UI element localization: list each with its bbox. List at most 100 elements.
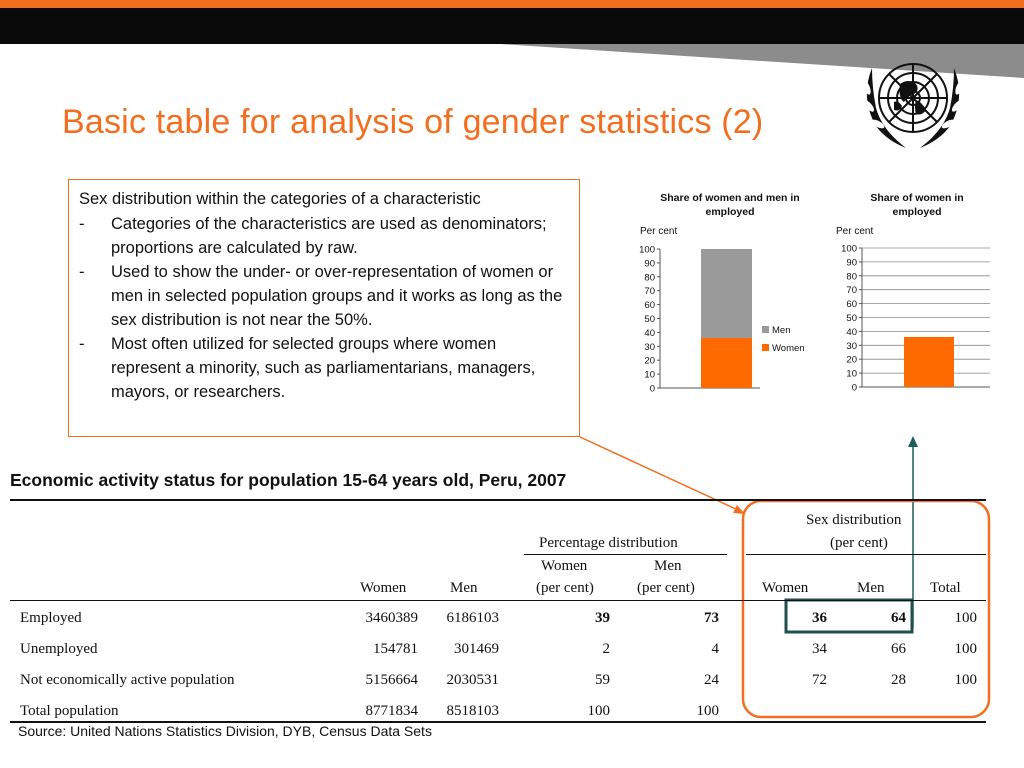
cell-pct-women: 39 xyxy=(595,610,610,626)
y-tick-label: 10 xyxy=(644,370,655,381)
chart2-plot: 0 10 20 30 40 50 60 70 80 90 100 xyxy=(841,244,990,394)
cell-sex-total: 100 xyxy=(954,610,978,626)
top-accent-band xyxy=(0,0,1024,8)
y-tick-label: 100 xyxy=(841,244,857,255)
cell-women: 8771834 xyxy=(365,703,419,719)
explanation-textbox: Sex distribution within the categories o… xyxy=(68,179,580,437)
chart1-title: Share of women and men in employed xyxy=(660,192,800,218)
row-label: Total population xyxy=(20,703,119,719)
col-sex-total: Total xyxy=(930,580,961,596)
cell-pct-women: 100 xyxy=(587,703,611,719)
sex-distribution-highlight xyxy=(741,499,991,719)
cell-sex-total: 100 xyxy=(954,672,978,688)
cell-men: 6186103 xyxy=(446,610,500,626)
legend-label-men: Men xyxy=(772,325,790,336)
bullet-item: - Most often utilized for selected groups… xyxy=(79,332,569,404)
y-tick-label: 80 xyxy=(846,271,857,282)
y-tick-label: 80 xyxy=(644,272,655,283)
header-sex-distribution-unit: (per cent) xyxy=(830,535,888,551)
cell-sex-men: 66 xyxy=(891,641,906,657)
sex-group-rule xyxy=(746,554,986,555)
bullet-marker: - xyxy=(79,335,85,353)
col-pct-women-line1: Women xyxy=(541,558,588,574)
cell-pct-men: 4 xyxy=(711,641,720,657)
chart1-ylabel: Per cent xyxy=(640,226,678,237)
slide-title: Basic table for analysis of gender stati… xyxy=(62,103,764,141)
cell-pct-women: 59 xyxy=(595,672,610,688)
legend-swatch-men xyxy=(762,326,769,333)
connector-line xyxy=(579,436,739,511)
col-sex-women: Women xyxy=(762,580,809,596)
chart2-title: Share of women in employed xyxy=(870,192,964,218)
percentage-group-rule xyxy=(524,554,727,555)
y-tick-label: 0 xyxy=(852,383,857,394)
cell-pct-men: 24 xyxy=(704,672,719,688)
source-note: Source: United Nations Statistics Divisi… xyxy=(18,723,432,739)
table-top-rule xyxy=(10,499,986,501)
bullet-text: Categories of the characteristics are us… xyxy=(111,215,547,257)
bullet-text: Most often utilized for selected groups … xyxy=(111,335,536,401)
connector-arrowhead xyxy=(733,505,745,514)
y-tick-label: 30 xyxy=(644,342,655,353)
y-tick-label: 30 xyxy=(846,341,857,352)
chart1-plot: 0 10 20 30 40 50 60 70 80 90 100 Men Women xyxy=(639,245,805,395)
y-tick-label: 20 xyxy=(846,355,857,366)
up-arrow-head xyxy=(908,436,918,447)
legend-swatch-women xyxy=(762,344,769,351)
bullet-list: - Categories of the characteristics are u… xyxy=(79,212,569,404)
y-tick-label: 60 xyxy=(644,300,655,311)
cell-pct-women: 2 xyxy=(602,641,611,657)
cell-women: 154781 xyxy=(373,641,418,657)
y-tick-label: 50 xyxy=(644,314,655,325)
y-tick-label: 70 xyxy=(644,286,655,297)
cell-men: 301469 xyxy=(454,641,499,657)
y-tick-label: 90 xyxy=(644,258,655,269)
y-tick-label: 90 xyxy=(846,257,857,268)
bullet-marker: - xyxy=(79,263,85,281)
row-label: Not economically active population xyxy=(20,672,235,688)
top-black-band xyxy=(0,8,1024,44)
header-percentage-distribution: Percentage distribution xyxy=(539,535,678,551)
cell-men: 2030531 xyxy=(446,672,500,688)
col-pct-women-line2: (per cent) xyxy=(536,580,594,596)
cell-men: 8518103 xyxy=(446,703,500,719)
col-sex-men: Men xyxy=(857,580,885,596)
y-tick-label: 20 xyxy=(644,356,655,367)
cell-sex-women: 72 xyxy=(812,672,827,688)
bullet-item: - Used to show the under- or over-represe… xyxy=(79,260,569,332)
y-tick-label: 70 xyxy=(846,285,857,296)
bullet-item: - Categories of the characteristics are u… xyxy=(79,212,569,260)
textbox-heading: Sex distribution within the categories o… xyxy=(79,190,481,208)
legend-label-women: Women xyxy=(772,343,805,354)
cell-women: 3460389 xyxy=(365,610,419,626)
cell-sex-women: 36 xyxy=(812,610,827,626)
table-bottom-rule xyxy=(10,721,986,723)
cell-sex-women: 34 xyxy=(812,641,827,657)
cell-sex-men: 28 xyxy=(891,672,906,688)
y-tick-label: 100 xyxy=(639,245,655,256)
col-women: Women xyxy=(360,580,407,596)
un-emblem-icon xyxy=(863,63,963,148)
header-sex-distribution: Sex distribution xyxy=(806,512,902,528)
bullet-marker: - xyxy=(79,215,85,233)
table-header-rule xyxy=(10,600,986,601)
cell-women: 5156664 xyxy=(365,672,419,688)
y-tick-label: 40 xyxy=(846,327,857,338)
col-pct-men-line1: Men xyxy=(654,558,682,574)
table-caption: Economic activity status for population … xyxy=(10,470,567,490)
col-pct-men-line2: (per cent) xyxy=(637,580,695,596)
y-tick-label: 50 xyxy=(846,313,857,324)
bar-women xyxy=(701,337,752,388)
row-label: Unemployed xyxy=(20,641,98,657)
cell-sex-total: 100 xyxy=(954,641,978,657)
chart2-ylabel: Per cent xyxy=(836,226,874,237)
y-tick-label: 60 xyxy=(846,299,857,310)
y-tick-label: 40 xyxy=(644,328,655,339)
y-tick-label: 0 xyxy=(650,384,655,395)
cell-pct-men: 100 xyxy=(696,703,720,719)
row-label: Employed xyxy=(20,610,82,626)
cell-sex-men: 64 xyxy=(891,610,906,626)
bar-men xyxy=(701,249,752,338)
cell-pct-men: 73 xyxy=(704,610,719,626)
